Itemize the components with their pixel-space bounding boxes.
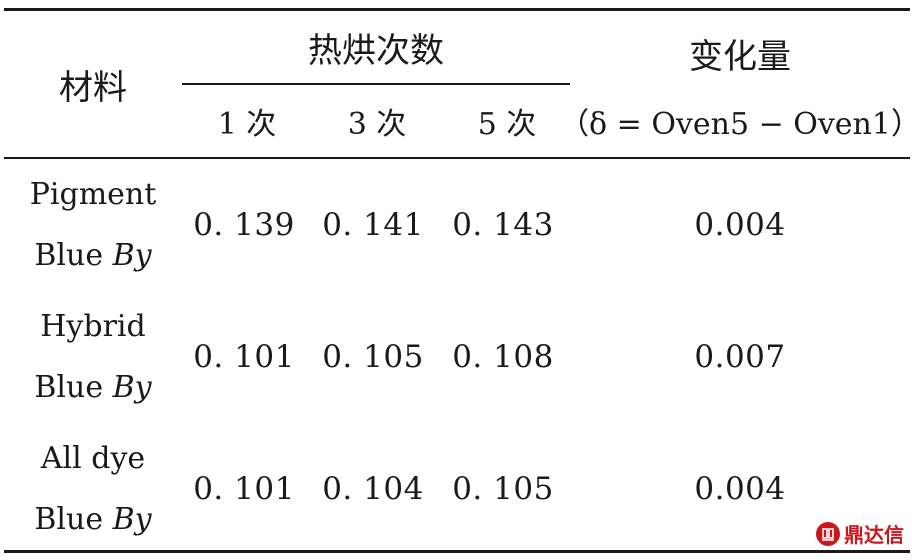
bottom-rule bbox=[4, 550, 910, 553]
value-bake-5: 0. 108 bbox=[452, 339, 554, 375]
value-change: 0.004 bbox=[694, 471, 786, 507]
header-change-formula: （δ = Oven5 − Oven1） bbox=[559, 107, 912, 142]
row-material: All dye Blue By bbox=[4, 428, 182, 550]
value-bake-1: 0. 101 bbox=[193, 339, 295, 375]
value-bake-3: 0. 141 bbox=[322, 207, 424, 243]
value-bake-3: 0. 104 bbox=[322, 471, 424, 507]
value-bake-1: 0. 139 bbox=[193, 207, 295, 243]
header-mid-rule bbox=[182, 83, 570, 85]
header-material: 材料 bbox=[59, 67, 127, 108]
material-name-line1: Pigment bbox=[29, 177, 157, 212]
header-change: 变化量 bbox=[689, 36, 791, 77]
material-name-line1: Hybrid bbox=[40, 309, 146, 344]
value-bake-5: 0. 105 bbox=[452, 471, 554, 507]
material-name-line2: Blue By bbox=[34, 502, 152, 537]
watermark: 鼎达信 bbox=[816, 519, 904, 548]
value-change: 0.007 bbox=[694, 339, 786, 375]
row-material: Pigment Blue By bbox=[4, 164, 182, 286]
top-rule bbox=[4, 8, 910, 11]
material-name-line2: Blue By bbox=[34, 238, 152, 273]
header-bake-5: 5 次 bbox=[477, 107, 537, 142]
header-bake-1: 1 次 bbox=[217, 107, 277, 142]
value-bake-5: 0. 143 bbox=[452, 207, 554, 243]
value-change: 0.004 bbox=[694, 207, 786, 243]
material-name-line2: Blue By bbox=[34, 370, 152, 405]
header-bottom-rule bbox=[4, 157, 910, 159]
value-bake-3: 0. 105 bbox=[322, 339, 424, 375]
dingdaxin-logo-icon bbox=[816, 521, 840, 546]
material-name-line1: All dye bbox=[40, 441, 146, 476]
value-bake-1: 0. 101 bbox=[193, 471, 295, 507]
header-bake-count: 热烘次数 bbox=[308, 30, 444, 71]
header-bake-3: 3 次 bbox=[347, 107, 407, 142]
row-material: Hybrid Blue By bbox=[4, 296, 182, 418]
watermark-text: 鼎达信 bbox=[844, 523, 904, 547]
